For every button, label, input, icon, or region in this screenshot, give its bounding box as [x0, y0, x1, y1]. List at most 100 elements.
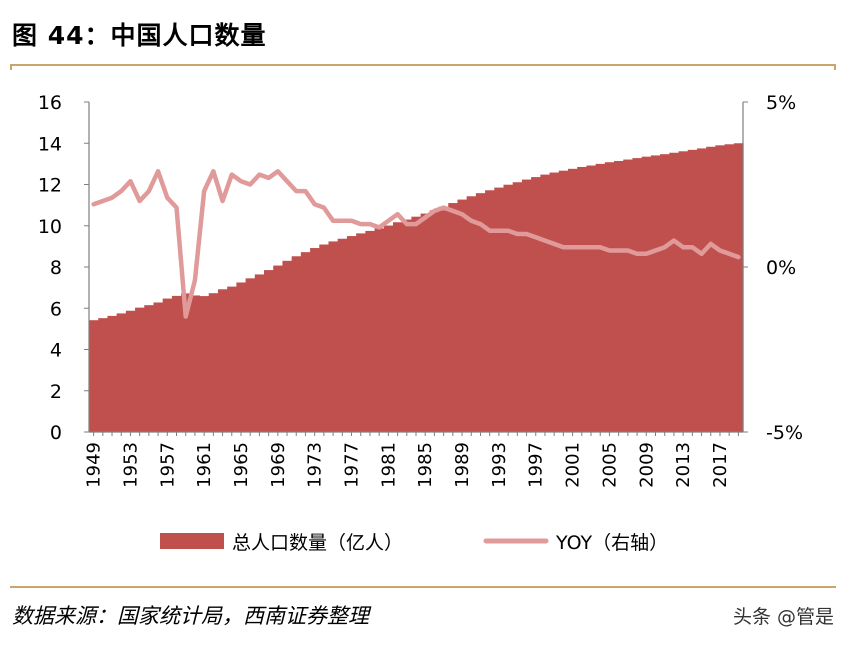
- population-bar-1959: [181, 293, 191, 432]
- population-bar-1981: [383, 225, 394, 432]
- population-bar-2011: [660, 154, 670, 432]
- left-tick-label: 8: [50, 257, 62, 279]
- left-tick-label: 4: [50, 340, 62, 362]
- x-tick-label: 1961: [194, 442, 215, 488]
- population-bar-1989: [457, 199, 468, 432]
- population-bar-1985: [420, 213, 431, 432]
- population-bar-1991: [475, 193, 486, 432]
- population-bar-2004: [595, 163, 606, 433]
- population-bar-1975: [328, 241, 339, 432]
- population-bar-2003: [586, 165, 597, 432]
- population-bar-2008: [632, 158, 643, 432]
- right-tick-label: 0%: [766, 257, 796, 279]
- x-tick-label: 1977: [342, 442, 363, 488]
- population-bar-1993: [494, 187, 505, 432]
- x-tick-label: 2017: [710, 442, 731, 488]
- population-bar-2018: [724, 144, 735, 432]
- x-tick-label: 1993: [489, 442, 510, 488]
- population-bar-2013: [678, 151, 689, 433]
- left-tick-label: 2: [50, 381, 62, 403]
- population-area-layer: [89, 143, 744, 433]
- left-tick-label: 0: [50, 422, 62, 444]
- population-bar-1987: [439, 206, 449, 432]
- population-bar-2015: [696, 148, 707, 432]
- yoy-line-layer: [91, 169, 741, 319]
- population-bar-1976: [337, 238, 348, 432]
- population-bar-2005: [604, 162, 615, 433]
- population-bar-1950: [98, 318, 109, 432]
- population-bar-1998: [540, 174, 551, 432]
- x-tick-label: 1969: [268, 442, 289, 488]
- population-bar-2010: [650, 155, 661, 433]
- population-bar-1982: [392, 222, 403, 432]
- population-bar-1971: [291, 256, 302, 432]
- population-bar-1995: [512, 182, 523, 432]
- population-bar-1974: [319, 244, 330, 432]
- population-bar-1968: [264, 270, 274, 432]
- population-bar-1997: [531, 177, 541, 432]
- population-bar-1972: [300, 252, 311, 432]
- x-tick-label: 2009: [636, 442, 657, 488]
- x-tick-label: 1973: [305, 442, 326, 488]
- watermark: 头条 @管是: [732, 606, 834, 628]
- x-tick-label: 1949: [84, 442, 105, 488]
- population-bar-1970: [282, 260, 293, 432]
- population-bar-1967: [254, 274, 265, 432]
- right-tick-label: -5%: [766, 422, 803, 444]
- population-bar-1969: [273, 265, 284, 432]
- population-bar-1961: [199, 296, 210, 432]
- population-bar-1992: [485, 190, 495, 432]
- population-bar-2019: [733, 143, 744, 432]
- population-bar-1986: [429, 210, 440, 432]
- population-bar-1958: [171, 295, 182, 433]
- population-bar-1983: [402, 219, 412, 432]
- population-bar-2000: [558, 170, 569, 432]
- x-tick-label: 2001: [563, 442, 584, 488]
- left-tick-label: 12: [38, 175, 62, 197]
- population-bar-1979: [365, 230, 376, 432]
- population-bar-2006: [614, 160, 624, 433]
- population-bar-2012: [669, 152, 680, 433]
- x-tick-label: 1953: [121, 442, 142, 488]
- population-bar-1956: [153, 302, 164, 432]
- population-bar-1994: [503, 184, 514, 432]
- population-bar-1977: [346, 236, 357, 432]
- population-bar-1978: [356, 233, 366, 432]
- population-bar-1949: [89, 320, 99, 432]
- population-bar-1951: [107, 315, 118, 432]
- population-bar-1962: [208, 293, 219, 432]
- population-bar-1960: [190, 295, 201, 432]
- source-note: 数据来源：国家统计局，西南证券整理: [12, 604, 369, 628]
- population-bar-1966: [245, 278, 256, 432]
- left-tick-label: 6: [50, 298, 62, 320]
- population-bar-1973: [310, 248, 320, 432]
- population-bar-2001: [567, 168, 578, 432]
- population-bar-2014: [687, 149, 698, 432]
- population-bar-1952: [116, 313, 127, 432]
- top-divider-left-tick: [10, 64, 12, 70]
- x-tick-label: 1957: [157, 442, 178, 488]
- right-tick-label: 5%: [766, 92, 796, 114]
- population-bar-1953: [125, 310, 136, 432]
- population-bar-1963: [217, 289, 228, 432]
- x-tick-label: 2005: [599, 442, 620, 488]
- population-bar-2017: [715, 145, 726, 432]
- bottom-divider: [10, 586, 836, 588]
- left-tick-label: 14: [38, 133, 62, 155]
- left-tick-label: 10: [38, 216, 62, 238]
- population-bar-1984: [411, 216, 422, 432]
- x-tick-label: 1981: [378, 442, 399, 488]
- population-bar-1996: [521, 179, 532, 432]
- population-bar-1965: [236, 282, 247, 432]
- top-divider-right-tick: [834, 64, 836, 70]
- population-bar-1957: [162, 298, 173, 432]
- population-bar-2016: [706, 146, 716, 432]
- left-tick-label: 16: [38, 92, 62, 114]
- legend: 总人口数量（亿人） YOY（右轴）: [160, 532, 668, 554]
- x-tick-label: 1997: [526, 442, 547, 488]
- top-divider: [10, 64, 836, 66]
- legend-label-population: 总人口数量（亿人）: [232, 532, 403, 554]
- legend-label-yoy: YOY（右轴）: [555, 532, 668, 554]
- population-bar-1999: [549, 172, 560, 433]
